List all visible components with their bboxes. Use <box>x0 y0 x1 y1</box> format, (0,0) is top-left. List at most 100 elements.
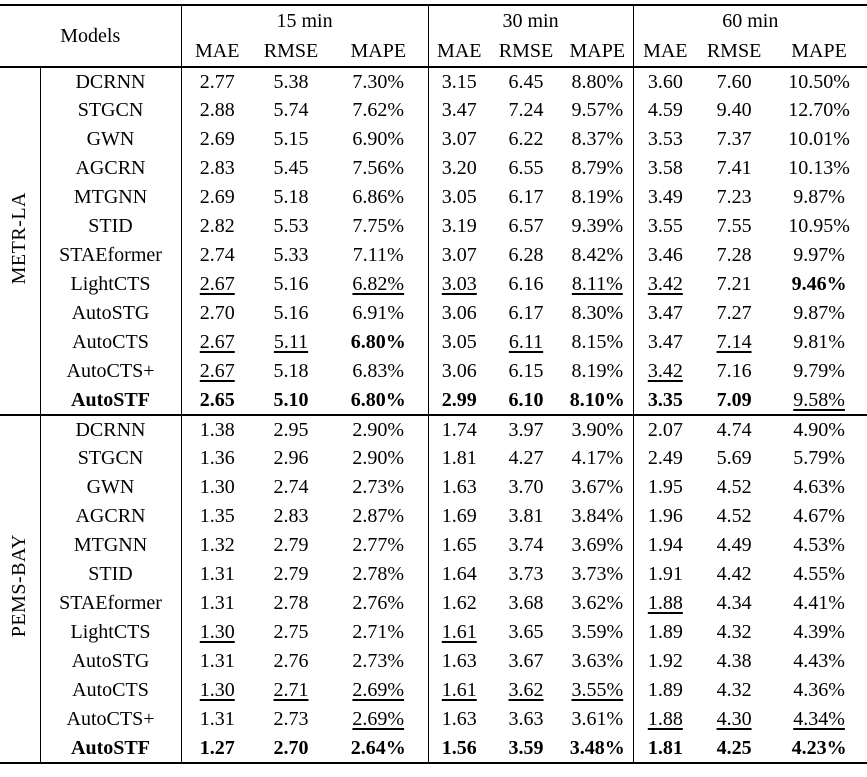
metric-value: 7.60 <box>716 70 752 93</box>
metric-value: 6.45 <box>508 70 544 93</box>
results-table: Models 15 min 30 min 60 min MAE RMSE MAP… <box>0 4 867 764</box>
metric-value: 7.24 <box>508 99 544 121</box>
metric-value: 7.62% <box>352 99 405 121</box>
metric-value: 3.70 <box>508 476 544 498</box>
model-name: STAEformer <box>59 244 162 266</box>
metric-value: 7.28 <box>716 244 752 266</box>
model-name: STAEformer <box>59 592 162 614</box>
metric-value: 1.63 <box>427 473 491 502</box>
table-row: AutoSTF 2.65 5.10 6.80% 2.99 6.10 8.10% 3.35 7.0… <box>0 386 867 415</box>
metric-value: 3.55 <box>632 212 698 241</box>
model-name: MTGNN <box>73 186 148 208</box>
metric-value: 8.30% <box>571 302 624 324</box>
metric-value: 5.18 <box>273 186 309 208</box>
metric-value: 4.36% <box>793 679 845 701</box>
metric-value: 6.17 <box>508 302 544 324</box>
metric-value: 4.67% <box>793 505 845 527</box>
group-header-60min: 60 min <box>632 5 867 37</box>
model-name: DCRNN <box>75 418 146 441</box>
metric-header-mae-60: MAE <box>632 37 698 67</box>
metric-value: 10.95% <box>788 215 850 237</box>
metric-value: 1.35 <box>180 502 253 531</box>
metric-value: 3.62 <box>508 679 544 701</box>
metric-value: 4.34% <box>793 708 845 730</box>
metric-value: 6.90% <box>352 128 405 150</box>
model-name: AutoCTS+ <box>66 360 155 382</box>
model-name: AGCRN <box>75 157 146 179</box>
table-row: STAEformer 1.31 2.78 2.76% 1.62 3.68 3.62% 1.88… <box>0 589 867 618</box>
metric-value: 5.16 <box>273 273 309 295</box>
dataset-label-metr-la: METR-LA <box>0 67 41 415</box>
table-row: AutoSTF 1.27 2.70 2.64% 1.56 3.59 3.48% 1.81 4.2… <box>0 734 867 763</box>
metric-value: 4.23% <box>791 736 847 759</box>
metric-value: 9.46% <box>791 273 847 295</box>
dataset-label-pems-bay: PEMS-BAY <box>0 415 41 763</box>
metric-value: 9.87% <box>793 186 845 208</box>
metric-value: 3.65 <box>508 621 544 643</box>
metric-value: 3.55% <box>571 679 624 701</box>
metric-value: 1.74 <box>427 415 491 444</box>
metric-value: 1.61 <box>427 618 491 647</box>
metric-value: 3.62% <box>571 592 624 614</box>
metric-value: 4.52 <box>716 476 752 498</box>
metric-value: 7.23 <box>716 186 752 208</box>
metric-value: 4.59 <box>632 96 698 125</box>
metric-value: 2.07 <box>632 415 698 444</box>
metric-value: 4.25 <box>716 736 752 759</box>
metric-value: 7.30% <box>352 70 405 93</box>
metric-value: 4.39% <box>793 621 845 643</box>
metric-value: 2.70 <box>180 299 253 328</box>
metric-value: 3.06 <box>427 357 491 386</box>
model-name: STGCN <box>77 447 144 469</box>
metric-value: 1.81 <box>427 444 491 473</box>
metric-value: 2.76 <box>273 650 309 672</box>
metric-value: 1.31 <box>180 589 253 618</box>
metric-value: 4.53% <box>793 534 845 556</box>
metric-value: 9.97% <box>793 244 845 266</box>
metric-value: 7.16 <box>716 360 752 382</box>
table-row: MTGNN 2.69 5.18 6.86% 3.05 6.17 8.19% 3.49 7.23 9… <box>0 183 867 212</box>
table-row: GWN 2.69 5.15 6.90% 3.07 6.22 8.37% 3.53 7.37 10.… <box>0 125 867 154</box>
table-row: PEMS-BAY DCRNN 1.38 2.95 2.90% 1.74 3.97 3.90% 2… <box>0 415 867 763</box>
metric-value: 6.22 <box>508 128 544 150</box>
metric-value: 6.10 <box>508 388 544 411</box>
metric-value: 2.96 <box>273 447 309 469</box>
metric-header-mape-60: MAPE <box>791 40 847 62</box>
metric-value: 9.81% <box>793 331 845 353</box>
metric-value: 8.79% <box>571 157 624 179</box>
metric-value: 6.15 <box>508 360 544 382</box>
metric-value: 2.83 <box>273 505 309 527</box>
metric-value: 2.78% <box>352 563 405 585</box>
metric-value: 6.86% <box>352 186 405 208</box>
metric-value: 5.11 <box>273 331 309 353</box>
metric-value: 2.99 <box>427 386 491 415</box>
dataset-section-pems-bay: PEMS-BAY DCRNN 1.38 2.95 2.90% 1.74 3.97 3.90% 2… <box>0 415 867 763</box>
metric-value: 3.73% <box>571 563 624 585</box>
metric-value: 8.11% <box>571 273 623 295</box>
metric-value: 2.67 <box>180 328 253 357</box>
metric-value: 3.53 <box>632 125 698 154</box>
metric-value: 4.43% <box>793 650 845 672</box>
metric-value: 2.74 <box>273 476 309 498</box>
model-name: GWN <box>86 128 135 150</box>
metric-value: 1.64 <box>427 560 491 589</box>
metric-value: 5.45 <box>273 157 309 179</box>
metric-value: 3.48% <box>569 736 625 759</box>
metric-value: 7.37 <box>716 128 752 150</box>
metric-value: 5.79% <box>793 447 845 469</box>
metric-value: 8.37% <box>571 128 624 150</box>
metric-value: 3.68 <box>508 592 544 614</box>
metric-value: 3.61% <box>571 708 624 730</box>
metric-value: 5.33 <box>273 244 309 266</box>
metric-value: 4.38 <box>716 650 752 672</box>
metric-value: 1.89 <box>632 676 698 705</box>
metric-value: 4.74 <box>716 418 752 441</box>
table-row: LightCTS 2.67 5.16 6.82% 3.03 6.16 8.11% 3.42 7.… <box>0 270 867 299</box>
metric-value: 4.55% <box>793 563 845 585</box>
metric-value: 7.09 <box>716 388 752 411</box>
metric-value: 1.88 <box>632 589 698 618</box>
metric-header-mae-30: MAE <box>427 37 491 67</box>
metric-header-rmse-60: RMSE <box>706 40 762 62</box>
metric-value: 1.36 <box>180 444 253 473</box>
table-row: AutoSTG 2.70 5.16 6.91% 3.06 6.17 8.30% 3.47 7.2… <box>0 299 867 328</box>
